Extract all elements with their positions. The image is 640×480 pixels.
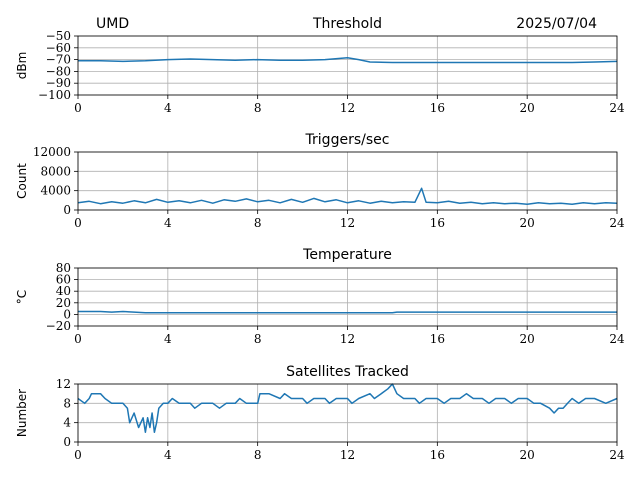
x-tick-label: 0	[74, 216, 82, 230]
x-tick-label: 20	[520, 216, 535, 230]
y-tick-label: 4	[63, 416, 71, 430]
y-tick-label: −70	[46, 53, 71, 67]
y-tick-label: 8000	[40, 164, 71, 178]
x-tick-label: 16	[430, 216, 445, 230]
series-line	[78, 57, 618, 64]
y-tick-label: 40	[56, 284, 71, 298]
x-tick-label: 24	[609, 216, 625, 230]
y-tick-label: 0	[63, 203, 71, 217]
y-tick-label: −20	[46, 319, 71, 333]
x-tick-label: 8	[254, 101, 262, 115]
y-tick-label: 12000	[33, 145, 71, 159]
y-axis-label: dBm	[15, 52, 29, 80]
station-label: UMD	[96, 16, 129, 32]
chart-title: Satellites Tracked	[286, 364, 409, 380]
chart-title: Triggers/sec	[305, 132, 390, 148]
y-tick-label: 80	[56, 261, 71, 275]
x-tick-label: 20	[520, 101, 535, 115]
y-tick-label: 20	[56, 296, 71, 310]
x-tick-label: 12	[340, 448, 355, 462]
x-tick-label: 24	[609, 448, 625, 462]
chart-title: Threshold	[312, 16, 382, 32]
x-tick-label: 0	[74, 101, 82, 115]
x-tick-label: 0	[74, 448, 82, 462]
x-tick-label: 12	[340, 101, 355, 115]
panel-2: 0 4 8 12 16 20 24 0 4000 8000 12000 Triggers/sec Cou…	[15, 132, 625, 230]
x-tick-label: 8	[254, 332, 262, 346]
x-tick-label: 12	[340, 332, 355, 346]
x-tick-label: 20	[520, 332, 535, 346]
x-tick-label: 24	[609, 101, 625, 115]
x-tick-label: 4	[164, 101, 172, 115]
y-tick-label: −60	[46, 41, 71, 55]
x-tick-label: 8	[254, 216, 262, 230]
panels: 0 4 8 12 16 20 24 −100−90−80−70−60−50 Threshold d…	[15, 16, 625, 462]
x-tick-label: 16	[430, 448, 445, 462]
series-line	[77, 383, 618, 434]
x-tick-label: 24	[609, 332, 625, 346]
panel-4: 0 4 8 12 16 20 24 0 4 8 12 Satellites Tracked Number	[15, 364, 625, 462]
y-tick-label: −80	[46, 64, 71, 78]
x-tick-label: 16	[430, 332, 445, 346]
y-tick-label: 4000	[40, 184, 71, 198]
y-axis-label: °C	[15, 290, 29, 304]
x-tick-label: 4	[164, 332, 172, 346]
chart-title: Temperature	[302, 247, 392, 263]
x-tick-label: 20	[520, 448, 535, 462]
date-label: 2025/07/04	[516, 16, 597, 32]
x-tick-label: 16	[430, 101, 445, 115]
y-axis-label: Count	[15, 163, 29, 199]
y-tick-label: −100	[38, 88, 71, 102]
y-tick-label: 12	[56, 377, 71, 391]
series-line	[77, 187, 618, 205]
x-tick-label: 12	[340, 216, 355, 230]
y-tick-label: 60	[56, 273, 71, 287]
y-tick-label: 0	[63, 307, 71, 321]
x-tick-label: 4	[164, 216, 172, 230]
y-axis-label: Number	[15, 389, 29, 437]
x-tick-label: 4	[164, 448, 172, 462]
y-tick-label: 0	[63, 435, 71, 449]
x-tick-label: 0	[74, 332, 82, 346]
y-tick-label: 8	[63, 396, 71, 410]
y-tick-label: −90	[46, 76, 71, 90]
x-tick-label: 8	[254, 448, 262, 462]
panel-1: 0 4 8 12 16 20 24 −100−90−80−70−60−50 Threshold d…	[15, 16, 625, 115]
y-tick-label: −50	[46, 29, 71, 43]
series-line	[78, 310, 617, 314]
